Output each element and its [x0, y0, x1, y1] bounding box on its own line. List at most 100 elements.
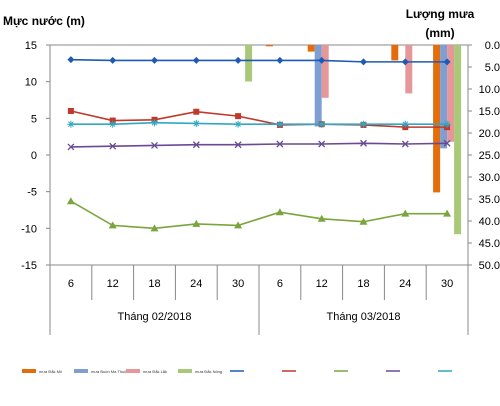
x-group-label: Tháng 02/2018 [117, 311, 191, 323]
legend-swatch [126, 369, 140, 373]
bar-layer [245, 45, 462, 235]
y-left-tick-label: 5 [31, 113, 37, 125]
level-line [70, 110, 448, 128]
legend-swatch [74, 369, 88, 373]
line-marker [318, 120, 326, 128]
line-marker [318, 56, 326, 64]
line-marker [109, 117, 116, 124]
line-marker [109, 120, 117, 128]
line-marker [234, 56, 242, 64]
line-marker [234, 141, 242, 149]
y-right-tick-label: 10.0 [479, 84, 500, 96]
rain-bar [314, 45, 322, 127]
rain-bar [433, 45, 441, 193]
line-marker [360, 120, 367, 128]
line-marker [193, 108, 200, 115]
axis-layer [46, 44, 472, 335]
line-marker [109, 142, 117, 150]
line-marker [234, 221, 243, 229]
line-marker [443, 139, 451, 147]
line-marker [67, 120, 75, 128]
line-marker [67, 108, 74, 114]
rain-bar [245, 45, 253, 82]
line-marker [443, 120, 451, 128]
y-right-tick-label: 50.0 [479, 260, 500, 272]
y-right-tick-label: 30.0 [479, 172, 500, 184]
line-marker [151, 119, 158, 127]
line-marker [276, 140, 284, 148]
line-marker [401, 58, 409, 66]
legend-layer: mưa Đắk Mil mưa Buôn Ma Thuột mưa Đắk Lắk m… [22, 369, 452, 374]
legend-swatch [178, 369, 192, 373]
legend-label: mưa Đắk Mil [39, 369, 62, 374]
rain-bar [440, 45, 448, 149]
rain-bar [391, 45, 399, 61]
x-tick-label: 24 [399, 278, 411, 290]
line-marker [151, 142, 158, 149]
line-marker [401, 140, 409, 148]
legend-label: mưa Buôn Ma Thuột [91, 369, 129, 374]
line-marker [150, 224, 159, 232]
level-line [70, 121, 448, 125]
x-tick-label: 18 [148, 278, 160, 290]
y-right-tick-label: 15.0 [479, 106, 500, 118]
line-marker [276, 56, 284, 64]
line-marker [360, 139, 367, 147]
x-tick-label: 30 [232, 278, 244, 290]
line-marker [401, 120, 409, 128]
line-marker [109, 56, 117, 64]
y-right-tick-label: 45.0 [479, 238, 500, 250]
rain-bar [447, 45, 455, 142]
y-left-tick-label: 0 [31, 150, 37, 162]
line-marker [401, 209, 410, 217]
level-line [70, 58, 448, 63]
y-left-tick-label: 15 [25, 40, 37, 52]
y-right-tick-label: 25.0 [479, 150, 500, 162]
x-tick-label: 24 [190, 278, 202, 290]
rain-bar [307, 45, 315, 52]
y-right-title-line1: Lượng mưa [406, 7, 475, 21]
rain-bar [454, 45, 462, 235]
y-right-tick-label: 20.0 [479, 128, 500, 140]
y-right-tick-label: 5.0 [485, 62, 500, 74]
level-line [70, 142, 448, 148]
line-marker [67, 143, 75, 151]
line-marker [192, 141, 200, 149]
line-marker [235, 113, 242, 120]
line-marker [66, 197, 75, 205]
y-left-tick-label: -10 [21, 223, 37, 235]
line-marker [234, 120, 242, 128]
rain-bar [321, 45, 329, 98]
line-marker [359, 217, 368, 225]
line-marker [275, 208, 284, 216]
label-layer: 15 10 5 0 -5 -10 -15 0.0 5.0 10.0 15.0 20.0 25.0 30.0… [3, 7, 500, 323]
line-marker [443, 209, 452, 217]
x-tick-label: 12 [107, 278, 119, 290]
y-right-tick-label: 40.0 [479, 216, 500, 228]
line-marker [192, 56, 200, 64]
line-marker [317, 214, 326, 222]
line-marker [151, 56, 158, 64]
legend-label: mưa Đắk Lắk [143, 369, 167, 374]
level-line [70, 200, 448, 230]
x-tick-label: 6 [277, 278, 283, 290]
line-marker [192, 119, 200, 127]
line-marker [192, 219, 201, 227]
legend-swatch [22, 369, 36, 373]
line-marker [276, 120, 284, 128]
y-right-tick-label: 0.0 [485, 40, 500, 52]
y-left-tick-label: -15 [21, 260, 37, 272]
y-right-title-line2: (mm) [425, 26, 454, 40]
x-group-label: Tháng 03/2018 [326, 311, 400, 323]
rain-bar [405, 45, 413, 94]
line-marker [108, 221, 117, 229]
x-tick-label: 18 [357, 278, 369, 290]
y-left-title: Mực nước (m) [3, 14, 85, 28]
rain-bar [265, 45, 273, 47]
y-right-tick-label: 35.0 [479, 194, 500, 206]
line-marker [443, 58, 451, 66]
line-layer [66, 56, 452, 232]
x-tick-label: 30 [441, 278, 453, 290]
